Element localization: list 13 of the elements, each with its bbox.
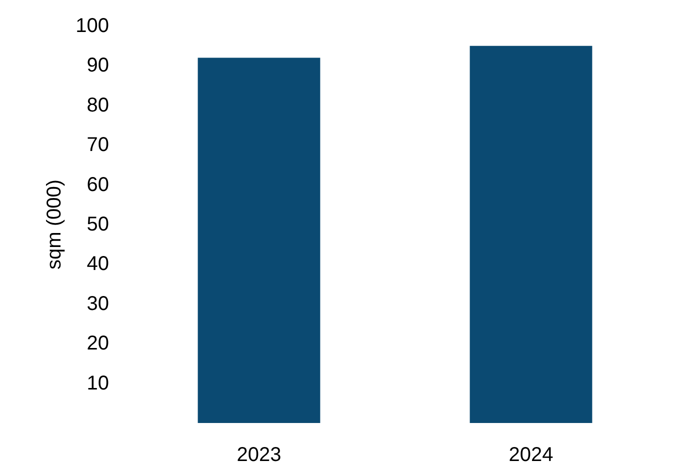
y-axis-title: sqm (000) — [44, 179, 66, 270]
y-tick-label: 30 — [86, 292, 109, 315]
y-tick-label: 50 — [86, 214, 109, 236]
x-tick-label: 2024 — [508, 444, 554, 466]
y-tick-label: 20 — [86, 332, 109, 355]
y-tick-label: 40 — [86, 253, 109, 276]
y-tick-label: 70 — [86, 134, 109, 156]
y-tick-label: 80 — [86, 94, 109, 116]
y-tick-label: 60 — [86, 174, 109, 196]
x-tick-label: 2023 — [236, 444, 282, 466]
y-tick-label: 10 — [86, 372, 109, 394]
y-tick-label: 90 — [86, 54, 109, 77]
y-tick-label: 100 — [76, 15, 109, 37]
